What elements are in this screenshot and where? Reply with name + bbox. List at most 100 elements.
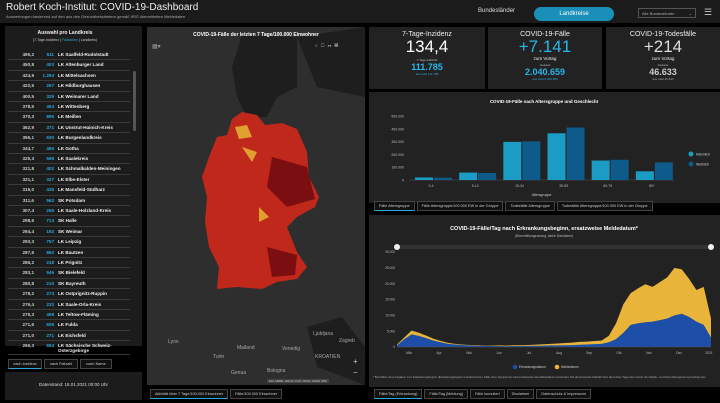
- landkreis-row[interactable]: 307,4 255 LK Saale-Holzland-Kreis: [8, 206, 130, 217]
- germany-map-shape[interactable]: [202, 112, 319, 289]
- area-erkrankungsdatum: [397, 313, 711, 347]
- bar-weiblich: [522, 141, 541, 180]
- landkreis-row[interactable]: 271,6 606 LK Fulda: [8, 320, 130, 331]
- tab-faelle-100000[interactable]: Fälle/100.000 Einwohner: [230, 389, 283, 399]
- tab-faelle-tag-meldung[interactable]: Fälle/Tag (Meldung): [424, 389, 468, 399]
- landkreis-row[interactable]: 422,5 267 LK Hildburghausen: [8, 81, 130, 92]
- kpi-sub-label: Gesamt: [657, 63, 669, 67]
- tab-faelle-tag-erkrankung[interactable]: Fälle/Tag (Erkrankung): [374, 389, 423, 399]
- age-chart-panel: COVID-19-Fälle nach Altersgruppe und Ges…: [369, 92, 720, 203]
- map-panel[interactable]: Lyon Mailand Turin Genua Bologna Venedig…: [147, 27, 365, 385]
- sea-shape-east: [297, 27, 365, 97]
- layer-list-icon[interactable]: ▦▾: [152, 44, 161, 50]
- bundesland-select[interactable]: Alle Bundesländer ⌄: [638, 8, 696, 18]
- landkreis-row[interactable]: 321,8 402 LK Schmalkalden-Meiningen: [8, 164, 130, 175]
- legend-label: Männlich: [696, 153, 710, 157]
- app-title: Robert Koch-Institut: COVID-19-Dashboard: [6, 2, 199, 13]
- landkreis-row[interactable]: 325,3 598 LK Saalekreis: [8, 154, 130, 165]
- landkreis-row[interactable]: 293,3 757 LK Leipzig: [8, 237, 130, 248]
- landkreis-row[interactable]: 271,0 271 LK Eichsfeld: [8, 331, 130, 342]
- tab-todesfaelle-altersgruppe[interactable]: Todesfälle Altersgruppe: [505, 201, 555, 211]
- landkreis-name: LK Fulda: [58, 322, 78, 328]
- case-count: 403: [46, 62, 54, 68]
- landkreis-row[interactable]: 344,7 465 LK Gotha: [8, 144, 130, 154]
- landkreis-row[interactable]: 370,3 895 LK Meißen: [8, 112, 130, 123]
- select-value: Alle Bundesländer: [642, 11, 675, 16]
- tab-disclaimer[interactable]: Disclaimer: [506, 389, 535, 399]
- x-tick-label: Nov: [646, 351, 652, 355]
- landkreis-row[interactable]: 294,4 192 SK Weimar: [8, 227, 130, 238]
- landkreis-row[interactable]: 321,1 327 LK Elbe-Elster: [8, 175, 130, 186]
- landkreis-row[interactable]: 276,4 232 LK Saale-Orla-Kreis: [8, 300, 130, 310]
- range-slider-handle[interactable]: [708, 244, 714, 250]
- incidence-value: 311,6: [22, 197, 34, 203]
- sort-by-name-button[interactable]: nach Name: [80, 359, 112, 369]
- tab-faelle-altersgruppe[interactable]: Fälle Altersgruppe: [374, 201, 415, 211]
- landkreis-name: LK Weimarer Land: [58, 93, 99, 99]
- x-tick-label: Apr: [436, 351, 442, 355]
- place-label: Turin: [213, 354, 224, 360]
- incidence-value: 495,2: [22, 52, 35, 57]
- y-tick-label: 30.000: [385, 250, 395, 254]
- landkreis-row[interactable]: 355,1 630 LK Burgenlandkreis: [8, 133, 130, 144]
- case-count: 895: [46, 114, 54, 120]
- scrollbar[interactable]: [133, 71, 136, 131]
- landkreis-row[interactable]: 424,9 1.293 LK Mittelsachsen: [8, 71, 130, 82]
- kpi-title: 7-Tage-Inzidenz: [402, 31, 452, 38]
- tab-aktivitaet[interactable]: Aktivität über 7 Tage/100.000 Einwohner: [150, 389, 229, 399]
- tab-datenschutz[interactable]: Datenschutz & Impressum: [536, 389, 591, 399]
- incidence-value: 450,8: [22, 62, 35, 68]
- sort-by-incidence-button[interactable]: nach Inzidenz: [8, 359, 42, 369]
- landkreis-row[interactable]: 311,6 562 SK Potsdam: [8, 196, 130, 206]
- landkreis-name: SK Weimar: [58, 228, 83, 234]
- landkreis-row[interactable]: 315,0 435 LK Mansfeld-Südharz: [8, 185, 130, 196]
- range-slider-handle[interactable]: [394, 244, 400, 250]
- landkreis-row[interactable]: 378,5 463 LK Wittenberg: [8, 102, 130, 113]
- incidence-value: 307,4: [22, 208, 35, 213]
- landkreis-row[interactable]: 278,2 273 LK Ostprignitz-Ruppin: [8, 289, 130, 300]
- x-tick-label: 5-14: [472, 184, 479, 188]
- tab-todesfaelle-altersgruppe-100000[interactable]: Todesfälle Altersgruppe/100.000 EW in de…: [556, 201, 653, 211]
- y-tick-label: 20.000: [385, 282, 395, 286]
- x-tick-label: Jun: [496, 351, 501, 355]
- tab-landkreise[interactable]: Landkreise: [534, 7, 614, 21]
- landkreis-row[interactable]: 283,1 946 SK Bielefeld: [8, 268, 130, 279]
- tab-bundeslaender[interactable]: Bundesländer: [478, 8, 516, 14]
- place-label: Lyon: [168, 339, 179, 345]
- zoom-in-icon[interactable]: +: [353, 357, 358, 366]
- tab-faelle-altersgruppe-100000[interactable]: Fälle Altersgruppe/100.000 EW in der Gru…: [416, 201, 504, 211]
- landkreis-row[interactable]: 286,2 218 LK Prignitz: [8, 258, 130, 269]
- landkreis-row[interactable]: 495,2 511 LK Saalfeld-Rudolstadt: [8, 50, 130, 61]
- y-tick-label: 0: [402, 179, 404, 183]
- landkreis-name: LK Prignitz: [58, 260, 83, 265]
- bar-männlich: [591, 160, 610, 180]
- bar-männlich: [503, 141, 522, 180]
- sort-by-cases-button[interactable]: nach Fallzahl: [44, 359, 78, 369]
- map-tabs: Aktivität über 7 Tage/100.000 Einwohner …: [150, 389, 283, 399]
- incidence-value: 344,7: [22, 145, 35, 151]
- landkreis-row[interactable]: 280,8 210 SK Bayreuth: [8, 279, 130, 290]
- landkreis-row[interactable]: 450,8 403 LK Altenburger Land: [8, 60, 130, 71]
- landkreis-name: LK Mittelsachsen: [58, 72, 96, 78]
- map-tools-icons[interactable]: ⌕▢☷▦: [315, 43, 342, 49]
- range-slider[interactable]: [397, 245, 711, 249]
- landkreis-row[interactable]: 400,5 329 LK Weimarer Land: [8, 92, 130, 102]
- age-chart: COVID-19-Fälle nach Altersgruppe und Ges…: [391, 99, 710, 197]
- landkreis-row[interactable]: 275,3 468 LK Teltow-Fläming: [8, 310, 130, 321]
- landkreis-row[interactable]: 266,3 654 LK Sächsische Schweiz-Osterzgebi…: [8, 341, 130, 356]
- landkreis-row[interactable]: 287,6 862 LK Bautzen: [8, 248, 130, 258]
- landkreis-row[interactable]: 298,6 713 SK Halle: [8, 216, 130, 227]
- chart-subtitle: (Übermittlungsverzug, siehe Disclaimer): [515, 234, 573, 238]
- case-count: 630: [46, 135, 54, 141]
- y-tick-label: 10.000: [385, 314, 395, 318]
- hamburger-menu-icon[interactable]: ☰: [704, 7, 713, 17]
- legend-label: Erkrankungsdatum: [519, 365, 546, 369]
- zoom-out-icon[interactable]: −: [353, 368, 358, 377]
- landkreis-row[interactable]: 362,9 371 LK Unstrut-Hainich-Kreis: [8, 123, 130, 134]
- incidence-value: 321,8: [22, 166, 35, 172]
- incidence-value: 280,8: [22, 280, 35, 286]
- tab-faelle-kumuliert[interactable]: Fälle kumuliert: [469, 389, 505, 399]
- landkreis-name: LK Sächsische Schweiz-Osterzgebirge: [58, 343, 112, 354]
- map-canvas[interactable]: Lyon Mailand Turin Genua Bologna Venedig…: [147, 27, 365, 385]
- incidence-value: 294,4: [22, 228, 35, 234]
